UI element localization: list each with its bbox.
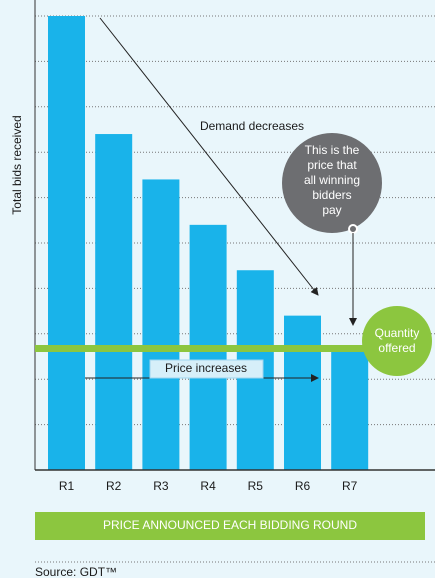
bar: [284, 315, 321, 470]
demand-label: Demand decreases: [200, 119, 304, 133]
bubble-line: all winning: [304, 173, 360, 187]
quantity-line-text: Quantity: [375, 326, 420, 340]
bar: [95, 134, 133, 471]
x-tick-label: R6: [295, 479, 311, 493]
x-tick-label: R2: [106, 479, 122, 493]
quantity-line: [35, 345, 380, 352]
bar: [331, 351, 369, 470]
x-tick-label: R3: [153, 479, 169, 493]
x-tick-label: R7: [342, 479, 358, 493]
price-label: Price increases: [165, 361, 247, 375]
bubble-line: price that: [307, 158, 357, 172]
bubble-line: This is the: [305, 143, 360, 157]
x-tick-label: R4: [200, 479, 216, 493]
quantity-line-text: offered: [378, 341, 415, 355]
footer-band-text: PRICE ANNOUNCED EACH BIDDING ROUND: [103, 518, 357, 532]
price-bubble: [282, 133, 382, 233]
x-tick-label: R1: [59, 479, 75, 493]
bar: [48, 16, 85, 470]
bubble-line: pay: [322, 203, 341, 217]
source: Source: GDT™: [35, 565, 117, 578]
footer-band: [35, 512, 425, 540]
price-label-box: [149, 359, 264, 379]
bubble-line: bidders: [312, 188, 351, 202]
bubble-node: [348, 224, 358, 234]
y-axis-label: Total bids received: [10, 115, 24, 214]
bar: [142, 179, 180, 470]
quantity-bubble: [362, 306, 432, 376]
demand-arrow: [99, 17, 319, 296]
x-tick-label: R5: [248, 479, 264, 493]
bars: [48, 16, 369, 471]
